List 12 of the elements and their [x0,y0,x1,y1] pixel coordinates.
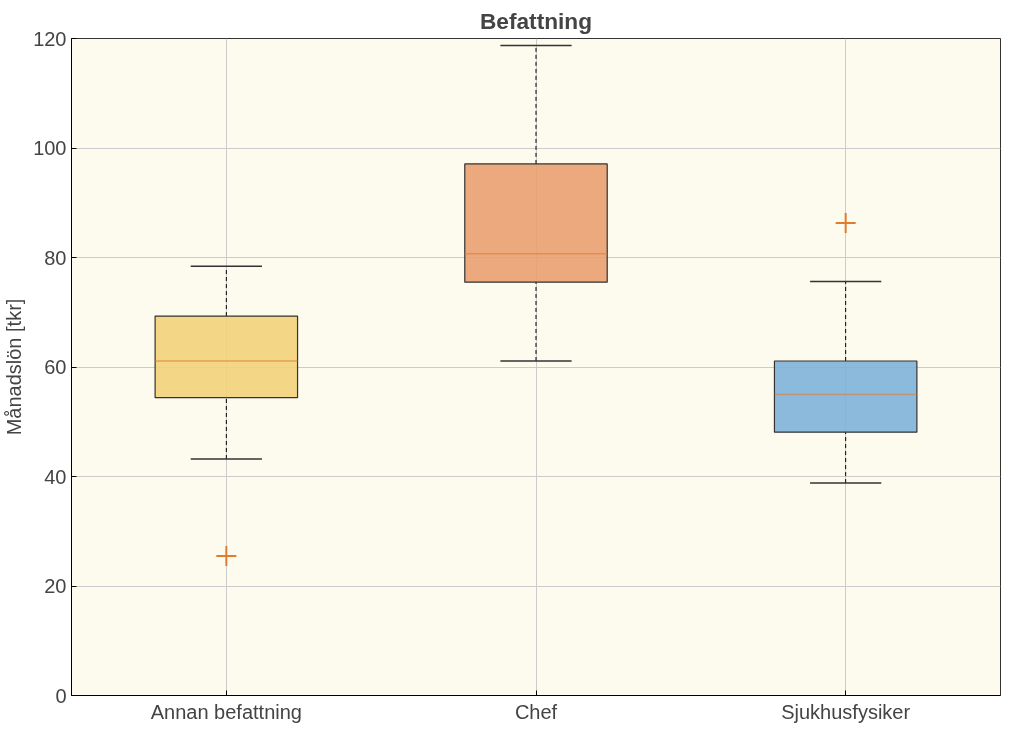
y-tick-label: 40 [44,465,67,488]
y-tick-label: 60 [44,356,67,378]
x-tick-label: Sjukhusfysiker [781,700,911,723]
y-axis-title: Månadslön [tkr] [3,298,26,436]
y-tick-label: 100 [33,137,67,159]
chart-title: Befattning [480,7,593,34]
y-tick-label: 20 [44,575,67,597]
y-tick-label: 80 [44,246,67,269]
x-tick-label: Annan befattning [150,700,302,723]
y-tick-label: 0 [55,684,67,707]
y-tick-label: 120 [33,27,67,50]
x-tick-label: Chef [514,700,558,723]
